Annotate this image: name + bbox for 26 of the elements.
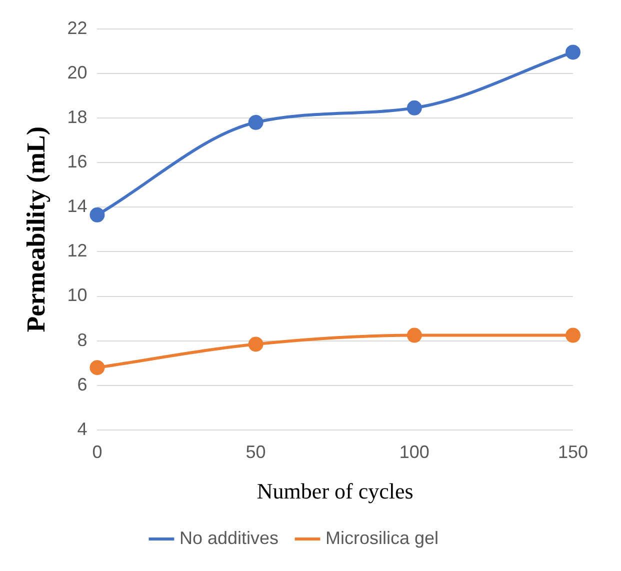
y-tick-label: 12 (67, 240, 88, 261)
point (406, 328, 422, 343)
y-tick-label: 14 (67, 196, 88, 216)
point (566, 328, 580, 343)
x-tick-label: 0 (92, 442, 102, 462)
point (90, 360, 105, 376)
point (248, 336, 264, 352)
x-tick-label: 50 (246, 442, 266, 462)
y-tick-label: 8 (77, 330, 88, 350)
x-tick-label: 100 (399, 442, 430, 462)
y-tick-label: 22 (67, 18, 88, 38)
y-tick-label: 4 (77, 418, 88, 439)
x-axis-title: Number of cycles (256, 478, 414, 504)
x-tick-label: 150 (558, 442, 588, 462)
legend-label: No additives (179, 528, 279, 548)
point (406, 100, 422, 116)
y-tick-label: 16 (67, 152, 88, 172)
y-axis-title: Permeability (mL) (21, 126, 50, 332)
point (566, 44, 580, 60)
point (248, 114, 264, 130)
y-tick-label: 18 (67, 106, 88, 127)
legend-label: Microsilica gel (326, 528, 439, 548)
y-tick-label: 6 (77, 374, 88, 394)
point (90, 207, 105, 222)
y-tick-label: 10 (67, 285, 88, 306)
y-tick-label: 20 (67, 62, 88, 82)
